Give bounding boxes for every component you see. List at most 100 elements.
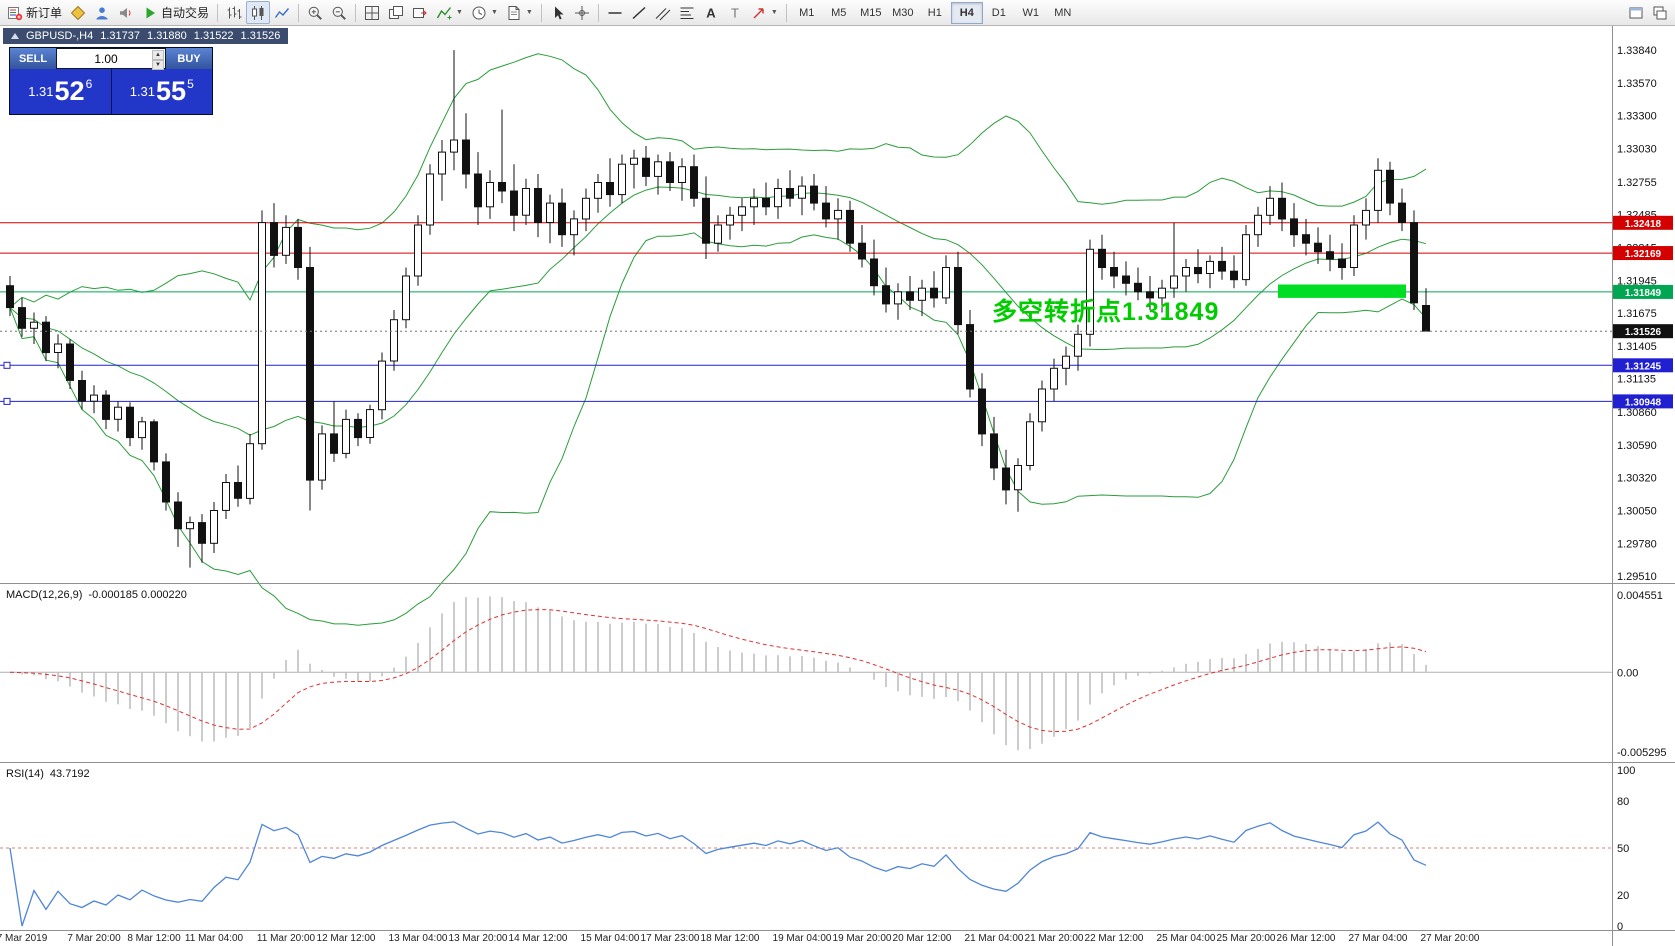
templates-button[interactable]: ▼ — [502, 1, 537, 24]
timeframe-m30-button[interactable]: M30 — [892, 6, 914, 19]
cursor-icon — [550, 5, 566, 21]
volume-increase-button[interactable]: ▲ — [152, 50, 164, 60]
time-axis[interactable]: 7 Mar 2019 7 Mar 20:00 8 Mar 12:00 11 Mar 0… — [0, 933, 1480, 944]
sell-price-point: 6 — [85, 77, 93, 91]
sell-button[interactable]: SELL — [10, 48, 56, 69]
volume-field: ▲ ▼ — [57, 49, 165, 70]
line-chart-button[interactable] — [270, 1, 294, 24]
shift-icon — [412, 5, 428, 21]
timeframe-d1-button[interactable]: D1 — [991, 6, 1006, 19]
cascade-windows-button[interactable] — [384, 1, 408, 24]
hline-handle[interactable] — [3, 361, 11, 369]
timeframe-mn-button[interactable]: MN — [1054, 6, 1072, 19]
text-label-button[interactable]: T — [723, 1, 747, 24]
svg-text:-0.005295: -0.005295 — [1617, 747, 1667, 759]
svg-text:11 Mar 04:00: 11 Mar 04:00 — [185, 933, 244, 944]
timeframe-m15-button[interactable]: M15 — [860, 6, 882, 19]
volume-spinner: ▲ ▼ — [152, 50, 164, 70]
chevron-down-icon: ▼ — [770, 9, 778, 16]
macd-name: MACD(12,26,9) — [6, 589, 83, 601]
svg-text:1.32169: 1.32169 — [1625, 249, 1662, 260]
svg-text:15 Mar 04:00: 15 Mar 04:00 — [581, 933, 640, 944]
market-watch-button[interactable] — [66, 1, 90, 24]
horizontal-line-button[interactable] — [603, 1, 627, 24]
channel-button[interactable] — [651, 1, 675, 24]
trendline-button[interactable] — [627, 1, 651, 24]
tile-windows-button[interactable] — [360, 1, 384, 24]
bars-icon — [226, 5, 242, 21]
indicators-button[interactable]: ▼ — [432, 1, 467, 24]
person-icon — [94, 5, 110, 21]
highlight-rectangle[interactable] — [1278, 284, 1406, 298]
timeframe-h4-button[interactable]: H4 — [950, 1, 983, 24]
candlestick-chart-button[interactable] — [246, 1, 271, 24]
volume-decrease-button[interactable]: ▼ — [152, 60, 164, 70]
bollinger-upper-band — [9, 53, 1427, 308]
macd-signal-line — [9, 609, 1427, 733]
template-icon — [506, 5, 522, 21]
timeframe-m1-button[interactable]: M1 — [799, 6, 815, 19]
arrows-button[interactable]: ▼ — [747, 1, 782, 24]
winbtn2-icon — [1652, 5, 1668, 21]
collapse-icon[interactable] — [11, 33, 19, 39]
autotrading-button[interactable]: 自动交易 — [138, 1, 213, 24]
crosshair-button[interactable] — [570, 1, 594, 24]
toolbar-separator — [540, 3, 542, 22]
pane-separators — [0, 26, 1675, 946]
hline-handle[interactable] — [3, 397, 11, 405]
rsi-value: 43.7192 — [49, 768, 90, 780]
svg-text:1.31945: 1.31945 — [1617, 275, 1657, 287]
fibonacci-button[interactable] — [675, 1, 699, 24]
toolbar-separator — [785, 3, 787, 22]
cursor-button[interactable] — [546, 1, 570, 24]
zoom-out-button[interactable] — [327, 1, 351, 24]
horizontal-lines[interactable] — [0, 222, 1612, 405]
fibo-icon — [679, 5, 695, 21]
alerts-button[interactable] — [114, 1, 138, 24]
new-order-button[interactable]: 新订单 — [3, 1, 66, 24]
chart-text-annotation[interactable]: 多空转折点1.31849 — [992, 298, 1220, 326]
svg-text:1.30948: 1.30948 — [1625, 397, 1662, 408]
buy-button[interactable]: BUY — [166, 48, 212, 69]
new-chart-window-button[interactable] — [1624, 1, 1648, 24]
zoom-in-button[interactable] — [303, 1, 327, 24]
svg-text:25 Mar 04:00: 25 Mar 04:00 — [1157, 933, 1216, 944]
bar-chart-button[interactable] — [222, 1, 246, 24]
svg-text:18 Mar 12:00: 18 Mar 12:00 — [701, 933, 760, 944]
timeframe-w1-button[interactable]: W1 — [1022, 6, 1040, 19]
price-axis[interactable]: 1.33840 1.33570 1.33300 1.33030 1.32755 1.324… — [1613, 45, 1673, 583]
chart-shift-button[interactable] — [408, 1, 432, 24]
arrowtool-icon — [751, 5, 767, 21]
timeframe-m5-button[interactable]: M5 — [831, 6, 847, 19]
buy-price-panel[interactable]: 1.31 55 5 — [111, 69, 212, 114]
svg-text:50: 50 — [1617, 843, 1629, 855]
textA-icon: A — [703, 5, 719, 21]
symbol-info-strip: GBPUSD-,H4 1.31737 1.31880 1.31522 1.315… — [3, 28, 289, 44]
periods-button[interactable]: ▼ — [467, 1, 502, 24]
profile-button[interactable] — [90, 1, 114, 24]
timeframe-toolbar: M1 M5 M15 M30 H1 H4 D1 W1 MN — [791, 1, 1079, 24]
ohlc-low: 1.31522 — [193, 30, 234, 42]
svg-text:A: A — [706, 5, 716, 20]
svg-text:8 Mar 12:00: 8 Mar 12:00 — [127, 933, 181, 944]
volume-input[interactable] — [57, 50, 165, 67]
bollinger-middle-band — [9, 186, 1427, 436]
svg-text:20 Mar 12:00: 20 Mar 12:00 — [893, 933, 952, 944]
svg-text:7 Mar 20:00: 7 Mar 20:00 — [67, 933, 121, 944]
window-list-button[interactable] — [1648, 1, 1672, 24]
hline-icon — [607, 5, 623, 21]
price-tag — [1613, 394, 1673, 409]
svg-text:19 Mar 04:00: 19 Mar 04:00 — [773, 933, 832, 944]
text-button[interactable]: A — [699, 1, 723, 24]
neworder-icon — [7, 5, 23, 21]
svg-text:1.32755: 1.32755 — [1617, 177, 1657, 189]
svg-text:1.31405: 1.31405 — [1617, 341, 1657, 353]
timeframe-h1-button[interactable]: H1 — [927, 6, 942, 19]
sell-price-panel[interactable]: 1.31 52 6 — [10, 69, 112, 114]
macd-pane: 0.004551 0.00 -0.005295 — [0, 590, 1667, 759]
chevron-down-icon: ▼ — [456, 9, 463, 16]
one-click-trading-panel: SELL ▲ ▼ BUY 1.31 52 6 1.31 55 5 — [9, 47, 213, 115]
autotrading-button-label: 自动交易 — [161, 6, 210, 20]
svg-text:13 Mar 20:00: 13 Mar 20:00 — [449, 933, 508, 944]
